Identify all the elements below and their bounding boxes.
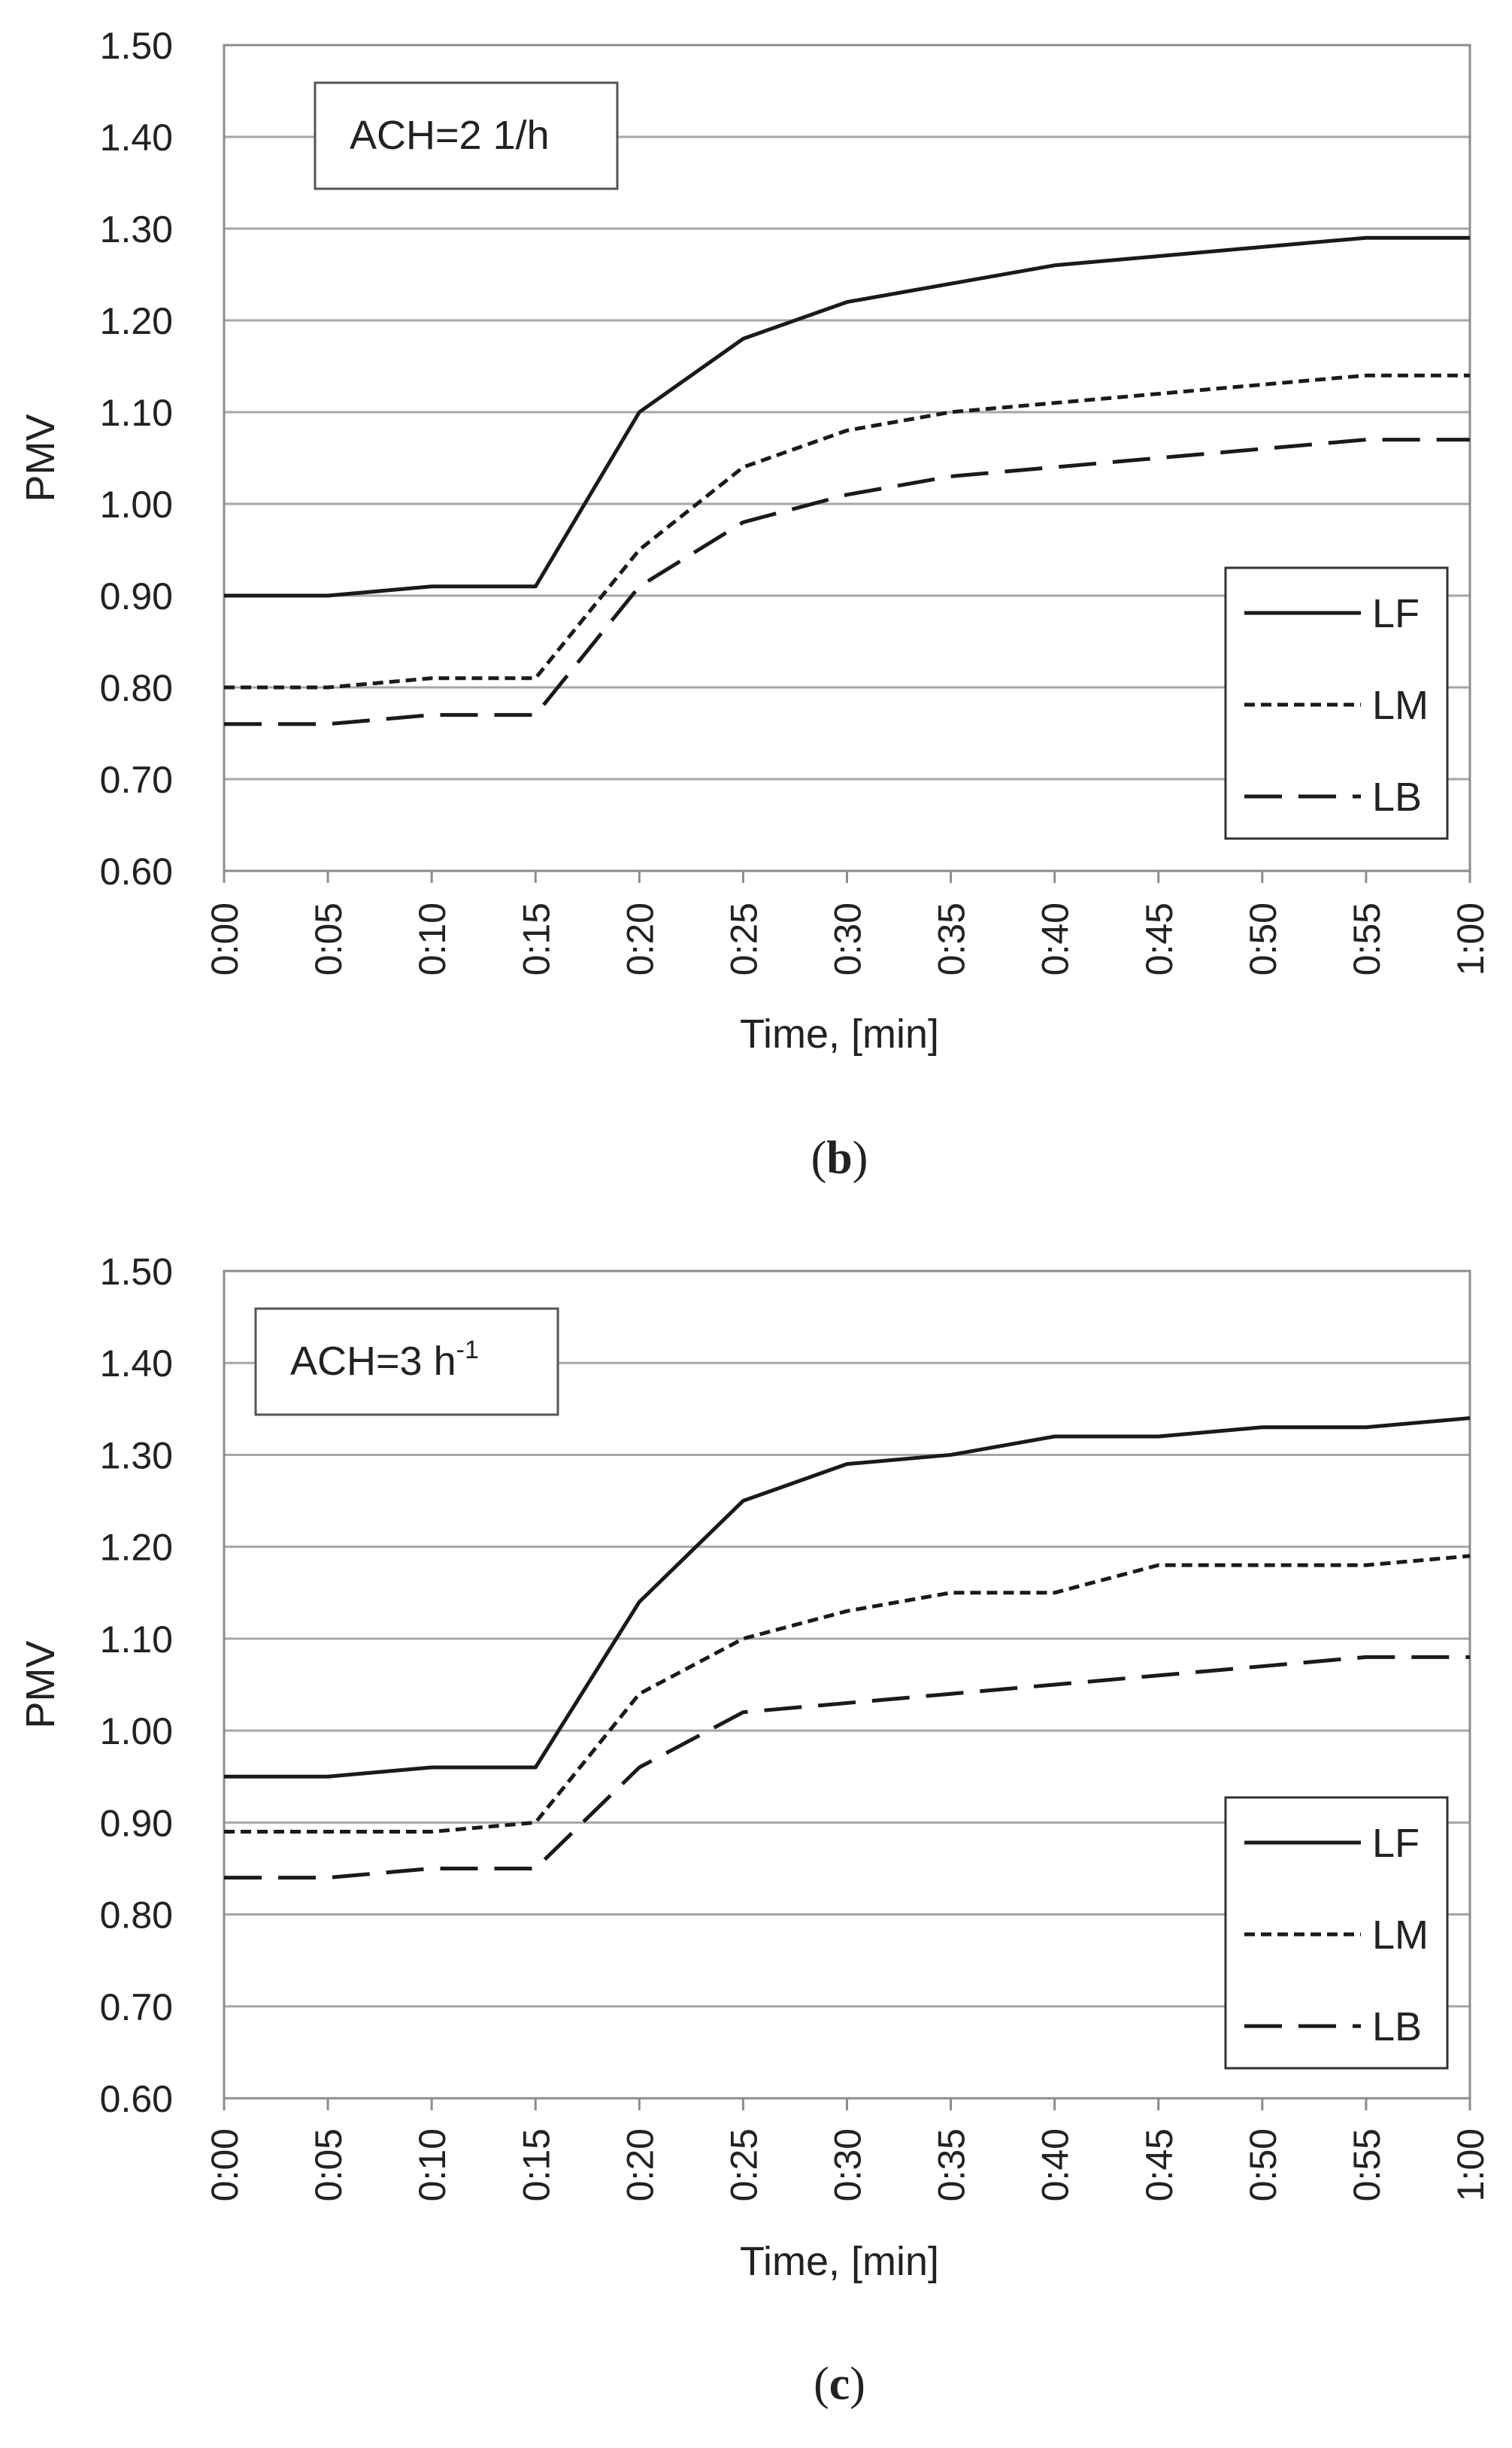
series-lf-line: [224, 235, 1470, 598]
x-tick-label: 0:55: [1346, 2128, 1388, 2201]
series-lm-line: [224, 373, 1470, 690]
panel-label: (b): [811, 1133, 868, 1184]
annotation-text: ACH=2 1/h: [350, 113, 550, 158]
y-tick-label: 1.00: [100, 1710, 173, 1752]
y-tick-label: 1.10: [100, 392, 173, 434]
x-tick-label: 0:25: [723, 2128, 765, 2201]
x-axis-title: Time, [min]: [740, 2239, 939, 2284]
y-tick-label: 0.80: [100, 1894, 173, 1937]
x-tick-label: 0:35: [931, 902, 973, 975]
panel-label: (c): [814, 2359, 865, 2410]
y-tick-label: 1.30: [100, 1434, 173, 1476]
y-tick-label: 1.30: [100, 208, 173, 250]
x-tick-label: 0:40: [1035, 902, 1077, 975]
annotation-superscript: -1: [456, 1336, 479, 1364]
x-tick-label: 0:05: [308, 2128, 350, 2201]
annotation-text: ACH=3 h-1: [290, 1336, 479, 1384]
panel-label-close: ): [850, 2359, 865, 2410]
series-lb-line: [224, 438, 1470, 727]
x-axis-title: Time, [min]: [740, 1012, 939, 1057]
x-tick-label: 0:00: [204, 902, 246, 975]
x-tick-label: 0:25: [723, 902, 765, 975]
panel-label-letter: c: [829, 2359, 850, 2410]
y-tick-label: 1.20: [100, 300, 173, 342]
series-lb-line: [224, 1655, 1470, 1880]
y-tick-label: 0.90: [100, 575, 173, 617]
x-tick-label: 0:40: [1035, 2128, 1077, 2201]
x-tick-label: 0:10: [411, 902, 453, 975]
chart-b: 0.60 0.70 0.80 0.90 1.00 1.10 1.20 1.30 1.40 1.50…: [18, 25, 1492, 1184]
panel-label-letter: b: [826, 1133, 852, 1184]
x-tick-label: 0:45: [1138, 2128, 1180, 2201]
x-tick-label: 0:50: [1242, 902, 1284, 975]
y-tick-label: 1.40: [100, 117, 173, 159]
legend-label-lb: LB: [1372, 2004, 1422, 2049]
y-axis-title: PMV: [18, 414, 63, 502]
y-tick-label: 1.50: [100, 1251, 173, 1293]
y-tick-label: 1.10: [100, 1618, 173, 1661]
x-tick-label: 0:45: [1138, 902, 1180, 975]
legend-label-lf: LF: [1372, 1821, 1420, 1866]
legend-label-lb: LB: [1372, 775, 1422, 820]
x-tick-label: 0:30: [827, 902, 869, 975]
x-tick-label: 0:15: [515, 902, 557, 975]
series-lf-line: [224, 1416, 1471, 1779]
annotation-box: [254, 1307, 559, 1416]
y-tick-label: 1.00: [100, 484, 173, 526]
chart-c: 0.60 0.70 0.80 0.90 1.00 1.10 1.20 1.30 1.40 1.50…: [18, 1251, 1492, 2410]
y-tick-label: 0.70: [100, 759, 173, 801]
series-lm-line: [224, 1554, 1471, 1834]
annotation-box: [314, 81, 619, 190]
x-tick-label: 0:05: [308, 902, 350, 975]
y-tick-label: 1.50: [100, 25, 173, 67]
x-tick-label: 0:20: [619, 2128, 661, 2201]
x-tick-label: 0:00: [204, 2128, 246, 2201]
y-tick-label: 1.20: [100, 1527, 173, 1569]
y-axis-title: PMV: [18, 1640, 63, 1728]
x-tick-label: 0:55: [1346, 902, 1388, 975]
legend-label-lf: LF: [1372, 591, 1420, 636]
x-tick-label: 0:15: [515, 2128, 557, 2201]
y-tick-label: 1.40: [100, 1342, 173, 1385]
x-tick-label: 0:50: [1242, 2128, 1284, 2201]
legend-label-lm: LM: [1372, 1913, 1429, 1958]
x-tick-label: 0:10: [411, 2128, 453, 2201]
y-tick-label: 0.70: [100, 1986, 173, 2028]
x-tick-label: 0:20: [619, 902, 661, 975]
x-tick-label: 0:30: [827, 2128, 869, 2201]
x-tick-label: 1:00: [1450, 902, 1492, 975]
legend-label-lm: LM: [1372, 683, 1429, 728]
y-tick-label: 0.80: [100, 667, 173, 709]
x-tick-label: 0:35: [931, 2128, 973, 2201]
y-tick-label: 0.60: [100, 851, 173, 893]
x-tick-label: 1:00: [1450, 2128, 1492, 2201]
y-tick-label: 0.90: [100, 1802, 173, 1844]
panel-label-close: ): [853, 1133, 868, 1184]
y-tick-label: 0.60: [100, 2078, 173, 2120]
